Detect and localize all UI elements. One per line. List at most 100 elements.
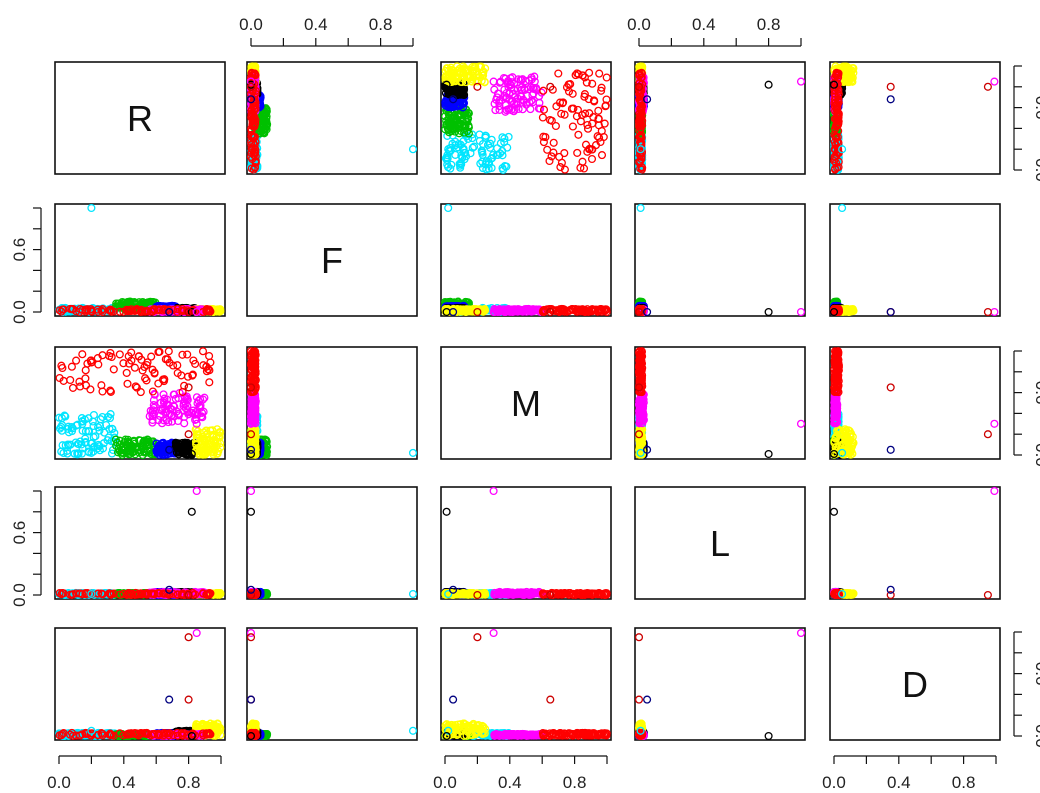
data-point — [578, 306, 587, 315]
data-point — [495, 105, 504, 114]
data-point — [597, 83, 606, 92]
points-group — [635, 62, 805, 174]
data-point — [594, 106, 603, 115]
data-point — [247, 144, 256, 153]
data-point — [834, 144, 843, 153]
data-point — [536, 104, 545, 113]
points-group — [830, 62, 999, 174]
data-point — [451, 123, 460, 132]
data-point — [134, 306, 144, 315]
data-point — [545, 115, 555, 125]
panel-F-F: F — [246, 203, 418, 317]
data-point — [247, 148, 256, 157]
data-point — [584, 95, 593, 104]
data-point — [465, 307, 474, 316]
points-group — [635, 204, 805, 316]
panel-frame — [246, 203, 418, 317]
data-point — [588, 79, 597, 88]
data-point — [528, 83, 538, 92]
data-point — [258, 111, 267, 120]
data-point — [55, 306, 64, 315]
data-point — [990, 77, 999, 86]
data-point — [509, 85, 519, 94]
points-group — [55, 204, 225, 316]
data-point — [549, 148, 558, 157]
data-point — [484, 164, 493, 173]
data-point — [444, 204, 453, 213]
data-point — [796, 307, 805, 316]
data-point — [441, 154, 450, 163]
data-point — [192, 307, 201, 316]
data-point — [444, 145, 453, 154]
data-point — [57, 307, 66, 316]
data-point — [464, 129, 473, 138]
data-point — [578, 111, 587, 120]
data-point — [184, 307, 193, 316]
data-point — [538, 113, 547, 122]
data-point — [636, 120, 645, 130]
data-point — [461, 111, 470, 120]
data-point — [68, 304, 78, 314]
data-point — [556, 163, 565, 172]
data-point — [485, 159, 494, 168]
data-point — [546, 82, 555, 91]
data-point — [481, 64, 490, 73]
data-point — [458, 153, 467, 162]
data-point — [508, 73, 517, 82]
data-point — [528, 305, 538, 314]
data-point — [94, 307, 103, 316]
data-point — [597, 151, 607, 160]
data-point — [643, 307, 652, 316]
data-point — [834, 98, 843, 107]
data-point — [636, 148, 645, 157]
data-point — [841, 64, 850, 74]
data-point — [460, 123, 470, 132]
data-point — [847, 307, 856, 316]
data-point — [838, 145, 847, 154]
data-point — [886, 95, 895, 104]
data-point — [478, 147, 487, 156]
data-point — [476, 159, 485, 168]
data-point — [560, 110, 569, 119]
data-point — [591, 141, 601, 150]
data-point — [453, 74, 462, 83]
panel-R-R: R — [54, 61, 226, 175]
data-point — [180, 306, 189, 315]
data-point — [500, 161, 509, 171]
panel-F-R — [54, 203, 226, 317]
data-point — [119, 307, 128, 316]
data-point — [637, 165, 646, 174]
data-point — [834, 71, 843, 80]
data-point — [125, 307, 134, 316]
data-point — [447, 73, 456, 82]
panel-frame — [829, 203, 1001, 317]
data-point — [251, 158, 260, 167]
data-point — [539, 86, 548, 95]
data-point — [490, 99, 499, 108]
data-point — [247, 95, 256, 104]
data-point — [516, 91, 525, 101]
data-point — [583, 307, 592, 316]
data-point — [517, 75, 526, 85]
data-point — [580, 73, 589, 82]
panel-F-M — [440, 203, 612, 317]
data-point — [442, 80, 451, 89]
data-point — [833, 109, 842, 118]
data-point — [525, 98, 534, 107]
data-point — [444, 102, 453, 112]
panel-F-D — [829, 203, 1001, 317]
data-point — [449, 307, 458, 316]
data-point — [507, 78, 516, 87]
data-point — [568, 89, 577, 98]
data-point — [539, 138, 548, 147]
data-point — [499, 73, 508, 83]
data-point — [202, 306, 211, 315]
data-point — [554, 69, 563, 78]
points-group — [830, 204, 999, 316]
data-point — [595, 133, 604, 142]
data-point — [830, 152, 839, 161]
data-point — [487, 135, 496, 144]
data-point — [574, 130, 583, 139]
data-point — [481, 306, 490, 315]
data-point — [115, 307, 124, 316]
